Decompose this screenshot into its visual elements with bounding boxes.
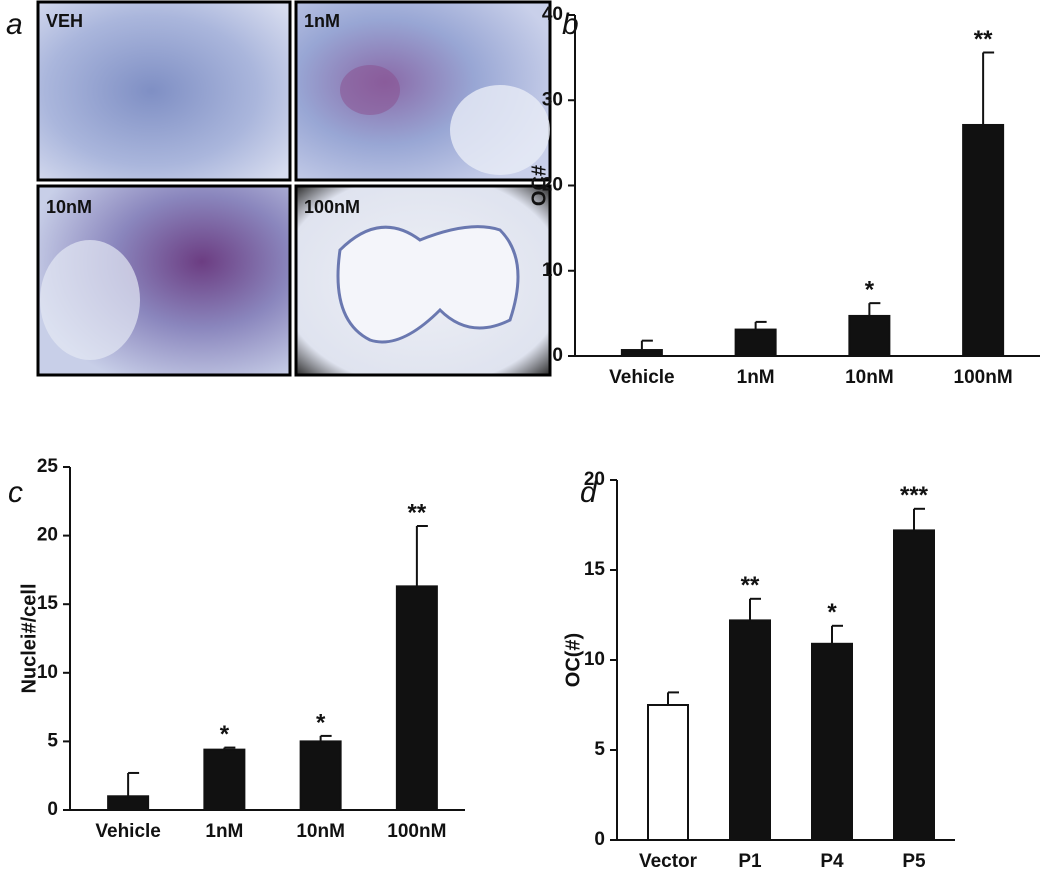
significance-label: * (316, 709, 326, 736)
y-tick-label: 20 (542, 175, 563, 196)
x-tick-label: 10nM (845, 367, 894, 388)
x-tick-label: P5 (902, 851, 926, 871)
significance-label: * (220, 721, 230, 748)
x-tick-label: 100nM (954, 367, 1013, 388)
y-tick-label: 15 (584, 559, 606, 580)
x-tick-label: P4 (820, 851, 844, 871)
micrograph-label: VEH (46, 11, 83, 31)
y-tick-label: 10 (584, 649, 605, 670)
micrograph-label: 100nM (304, 197, 360, 217)
y-tick-label: 5 (594, 739, 605, 760)
bar (848, 314, 891, 357)
bar (299, 740, 342, 812)
x-tick-label: Vehicle (609, 367, 675, 388)
y-tick-label: 10 (542, 260, 563, 281)
x-tick-label: 1nM (737, 367, 775, 388)
x-tick-label: Vector (639, 851, 698, 871)
y-axis-label: OC# (528, 165, 550, 206)
bar (811, 642, 853, 841)
bar (734, 328, 777, 358)
bar (620, 349, 663, 358)
micrograph-label: 1nM (304, 11, 340, 31)
bar (893, 529, 935, 842)
significance-label: *** (900, 482, 929, 509)
y-tick-label: 20 (584, 469, 605, 490)
y-tick-label: 40 (542, 4, 563, 25)
significance-label: ** (741, 572, 760, 599)
bar (203, 748, 246, 812)
significance-label: ** (974, 26, 993, 53)
y-tick-label: 0 (594, 829, 605, 850)
panel-letter: b (562, 8, 579, 41)
significance-label: ** (408, 499, 427, 526)
y-tick-label: 20 (37, 525, 58, 546)
significance-label: * (865, 276, 875, 303)
x-tick-label: 1nM (205, 821, 243, 842)
y-tick-label: 10 (37, 662, 58, 683)
x-tick-label: Vehicle (95, 821, 161, 842)
bar (962, 123, 1005, 357)
panel-letter: d (580, 476, 598, 509)
micrograph: VEH (36, 0, 292, 182)
y-tick-label: 25 (37, 456, 59, 477)
panel-letter: c (8, 476, 23, 509)
micrograph: 1nM (294, 0, 552, 182)
y-axis-label: OC(#) (562, 633, 584, 687)
bar (647, 704, 689, 841)
panel-letter: a (6, 8, 23, 41)
y-tick-label: 30 (542, 89, 563, 110)
x-tick-label: 10nM (296, 821, 345, 842)
bar (729, 619, 771, 842)
micrograph: 10nM (36, 184, 292, 377)
x-tick-label: 100nM (387, 821, 446, 842)
significance-label: * (827, 599, 837, 626)
y-tick-label: 0 (552, 345, 563, 366)
y-axis-label: Nuclei#/cell (18, 583, 40, 693)
y-tick-label: 5 (47, 730, 58, 751)
x-tick-label: P1 (738, 851, 762, 871)
y-tick-label: 15 (37, 593, 59, 614)
micrograph: 100nM (294, 184, 552, 377)
y-tick-label: 0 (47, 799, 58, 820)
bar (107, 795, 150, 812)
bar (395, 585, 438, 812)
micrograph-label: 10nM (46, 197, 92, 217)
